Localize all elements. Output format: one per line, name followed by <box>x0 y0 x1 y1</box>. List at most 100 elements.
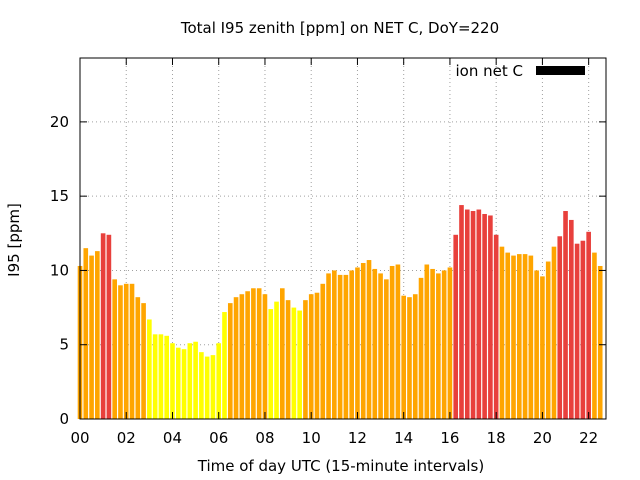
x-tick-label: 22 <box>579 429 598 447</box>
bar <box>95 251 100 419</box>
bar <box>436 273 441 419</box>
x-tick-label: 16 <box>440 429 459 447</box>
bar <box>303 300 308 419</box>
y-tick-label: 20 <box>50 113 69 131</box>
bar <box>464 209 470 419</box>
bar <box>516 254 522 419</box>
bar <box>343 274 349 419</box>
bar <box>308 294 314 419</box>
bar <box>337 274 343 419</box>
bar <box>251 288 256 419</box>
bar <box>83 248 89 419</box>
axis-ticks: 00 02 04 06 08 10 12 14 16 18 20 22 0 5 10 15 20 <box>50 58 606 447</box>
bar <box>528 255 534 419</box>
y-tick-label: 5 <box>59 336 69 354</box>
bar <box>199 352 204 419</box>
bar <box>152 334 158 419</box>
bar <box>401 295 406 419</box>
legend-label: ion net C <box>456 62 523 80</box>
bar <box>366 260 372 419</box>
bar <box>141 303 146 419</box>
bar <box>430 268 435 419</box>
y-tick-label: 10 <box>50 261 69 279</box>
bar <box>476 209 482 419</box>
bar <box>378 273 383 419</box>
bar <box>424 264 430 419</box>
bar <box>407 297 412 419</box>
x-tick-label: 12 <box>348 429 367 447</box>
bar <box>193 341 198 419</box>
bar <box>210 355 216 419</box>
bar <box>384 279 389 419</box>
bar <box>412 294 418 419</box>
y-tick-label: 15 <box>50 187 69 205</box>
bar <box>482 213 487 419</box>
bar <box>89 255 94 419</box>
bar <box>227 303 233 419</box>
bar <box>280 288 285 419</box>
x-tick-label: 18 <box>487 429 506 447</box>
bar <box>187 343 193 419</box>
bar <box>158 334 164 419</box>
bar <box>135 297 141 419</box>
bar <box>175 347 181 419</box>
bar <box>268 309 274 419</box>
chart-title: Total I95 zenith [ppm] on NET C, DoY=220 <box>180 19 499 37</box>
bar <box>326 273 331 419</box>
bar <box>112 279 117 419</box>
bar <box>147 319 152 419</box>
y-axis-label: I95 [ppm] <box>5 203 23 277</box>
bar <box>540 276 545 419</box>
bar <box>320 283 326 419</box>
x-axis-label: Time of day UTC (15-minute intervals) <box>197 457 484 475</box>
bar <box>470 211 476 419</box>
bar <box>372 268 378 419</box>
bar <box>129 283 135 419</box>
bar <box>314 292 320 419</box>
legend-swatch <box>536 66 585 75</box>
bar <box>181 349 187 419</box>
bar <box>170 343 175 419</box>
bar <box>222 312 227 419</box>
bars <box>77 205 603 419</box>
bar <box>592 252 597 419</box>
bar <box>551 246 557 419</box>
bar <box>597 265 603 419</box>
legend: ion net C <box>456 62 585 80</box>
x-tick-label: 08 <box>255 429 274 447</box>
y-tick-label: 0 <box>59 410 69 428</box>
x-tick-label: 14 <box>394 429 413 447</box>
bar <box>118 285 123 419</box>
x-tick-label: 04 <box>163 429 182 447</box>
bar <box>123 283 129 419</box>
bar <box>395 264 401 419</box>
bar <box>557 236 563 419</box>
bar <box>100 233 106 419</box>
bar <box>216 343 222 419</box>
bar <box>164 335 170 419</box>
plot-frame <box>79 57 607 420</box>
bar <box>453 234 459 419</box>
bar <box>586 231 591 419</box>
bar <box>332 270 337 419</box>
bar <box>285 300 291 419</box>
bar <box>262 294 268 419</box>
bar <box>574 243 580 419</box>
bar <box>349 270 354 419</box>
bar <box>106 234 112 419</box>
x-tick-label: 02 <box>117 429 136 447</box>
bar <box>505 252 511 419</box>
x-tick-label: 06 <box>209 429 228 447</box>
bar <box>447 267 453 419</box>
bar <box>569 219 574 419</box>
bar <box>499 246 505 419</box>
bar <box>488 215 493 419</box>
x-tick-label: 10 <box>302 429 321 447</box>
bar <box>291 307 297 419</box>
bar <box>297 310 302 419</box>
x-tick-label: 20 <box>533 429 552 447</box>
bar <box>389 265 395 419</box>
bar <box>441 270 447 419</box>
bar <box>418 277 424 419</box>
